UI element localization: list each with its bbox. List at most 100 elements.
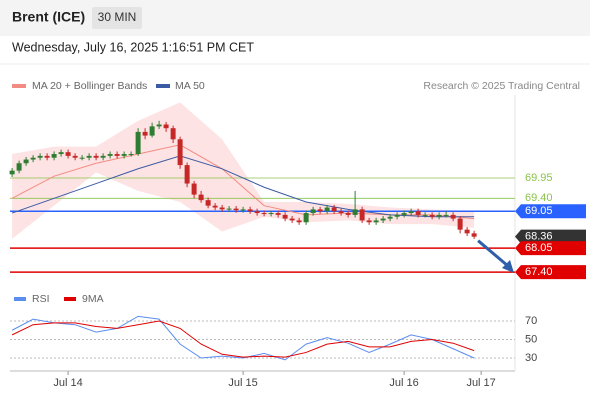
candle-body <box>387 216 393 219</box>
candle-body <box>16 163 22 171</box>
candle-body <box>415 211 421 215</box>
candle-body <box>275 213 281 215</box>
candle-body <box>457 218 463 230</box>
candle-body <box>359 209 365 221</box>
level-box <box>515 204 586 219</box>
candle-body <box>471 233 477 237</box>
level-label: 69.05 <box>525 205 553 217</box>
symbol: Brent (ICE) <box>12 9 85 25</box>
level-label: 68.36 <box>525 231 553 243</box>
candle-body <box>212 205 218 208</box>
candle-body <box>142 131 148 136</box>
candle-body <box>296 220 302 223</box>
legend-swatch <box>12 84 26 88</box>
candle-body <box>282 214 288 219</box>
candle-body <box>121 154 127 156</box>
candle-body <box>408 211 414 214</box>
candle-body <box>58 152 64 155</box>
candle-body <box>65 152 71 156</box>
candle-body <box>198 194 204 201</box>
candle-body <box>163 124 169 129</box>
credit: Research © 2025 Trading Central <box>423 80 580 92</box>
level-box <box>515 265 586 280</box>
candle-body <box>324 207 330 212</box>
candle-body <box>128 154 134 156</box>
rsi-tick-label: 30 <box>525 352 537 364</box>
level-box <box>515 229 586 244</box>
bollinger-band <box>12 102 475 239</box>
candle-body <box>373 220 379 223</box>
rsi-line <box>11 320 475 358</box>
candle-body <box>149 126 155 136</box>
candle-body <box>352 209 358 215</box>
legend-label: 9MA <box>82 293 104 305</box>
candle-body <box>156 124 162 127</box>
legend-swatch <box>64 297 76 301</box>
candle-body <box>254 211 260 214</box>
date: Wednesday, July 16, 2025 1:16:51 PM CET <box>12 40 254 54</box>
candle-body <box>450 214 456 219</box>
candle-body <box>247 209 253 212</box>
level-label: 68.05 <box>525 242 553 254</box>
candle-body <box>107 154 113 156</box>
level-label: 67.40 <box>525 266 553 278</box>
candle-body <box>184 165 190 184</box>
forecast-arrow <box>477 239 509 268</box>
candle-body <box>9 170 15 175</box>
candle-body <box>219 207 225 210</box>
candle-body <box>380 218 386 221</box>
rsi-tick-label: 70 <box>525 315 537 327</box>
candle-body <box>135 131 141 155</box>
timeframe: 30 MIN <box>98 10 137 24</box>
candle-body <box>366 220 372 223</box>
candle-body <box>93 155 99 158</box>
legend-label: RSI <box>32 293 50 305</box>
x-tick-label: Jul 17 <box>466 377 495 389</box>
legend-swatch <box>14 297 26 301</box>
candle-body <box>443 214 449 216</box>
candle-body <box>170 128 176 140</box>
x-tick-label: Jul 14 <box>53 377 82 389</box>
forecast-arrowhead <box>502 260 514 273</box>
candle-body <box>100 155 106 158</box>
candle-body <box>30 157 36 160</box>
candle-body <box>72 155 78 158</box>
candle-body <box>310 209 316 214</box>
candle-body <box>401 213 407 215</box>
legend-swatch <box>156 84 170 88</box>
candle-body <box>79 157 85 159</box>
candle-body <box>44 155 50 158</box>
legend-label: MA 50 <box>175 80 205 92</box>
rsi-line <box>11 315 475 361</box>
candle-body <box>317 209 323 212</box>
candle-body <box>422 214 428 216</box>
candle-body <box>177 139 183 166</box>
candle-body <box>331 207 337 212</box>
candle-body <box>240 209 246 211</box>
candle-body <box>303 213 309 223</box>
rsi-tick-label: 50 <box>525 333 537 345</box>
candle-body <box>23 159 29 164</box>
candle-body <box>338 211 344 214</box>
candle-body <box>268 213 274 215</box>
candle-body <box>205 200 211 206</box>
candle-body <box>436 214 442 217</box>
candle-body <box>345 213 351 215</box>
candle-body <box>37 155 43 158</box>
candle-body <box>261 213 267 215</box>
candle-body <box>429 214 435 217</box>
candle-body <box>464 229 470 234</box>
candle-body <box>86 155 92 158</box>
candle-body <box>191 183 197 195</box>
candle-body <box>233 208 239 211</box>
x-tick-label: Jul 16 <box>389 377 418 389</box>
candle-body <box>226 208 232 210</box>
level-box <box>515 241 586 256</box>
level-label: 69.95 <box>525 172 553 184</box>
candle-body <box>114 154 120 156</box>
candle-body <box>394 214 400 217</box>
timeframe-box <box>92 7 142 29</box>
header-bar <box>0 0 590 36</box>
legend-label: MA 20 + Bollinger Bands <box>32 80 147 92</box>
